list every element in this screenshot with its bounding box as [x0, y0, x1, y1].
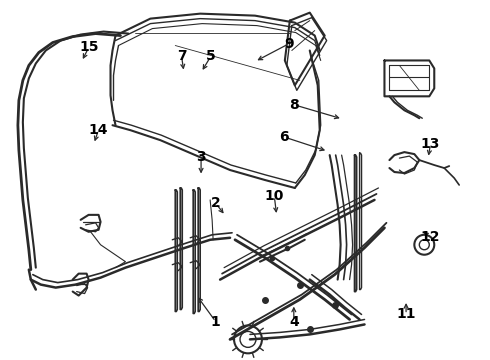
Text: 12: 12 [421, 230, 440, 244]
Text: 6: 6 [279, 130, 289, 144]
Text: 11: 11 [396, 307, 416, 321]
Text: 10: 10 [265, 189, 284, 203]
Text: 13: 13 [421, 137, 440, 151]
Text: 9: 9 [284, 37, 294, 51]
Text: 14: 14 [89, 123, 108, 137]
Text: 4: 4 [289, 315, 299, 329]
Text: 8: 8 [289, 98, 299, 112]
Text: 15: 15 [79, 40, 98, 54]
Text: 5: 5 [206, 49, 216, 63]
Text: 3: 3 [196, 150, 206, 164]
Text: 1: 1 [211, 315, 220, 329]
Text: 2: 2 [211, 196, 220, 210]
Text: 7: 7 [177, 49, 186, 63]
